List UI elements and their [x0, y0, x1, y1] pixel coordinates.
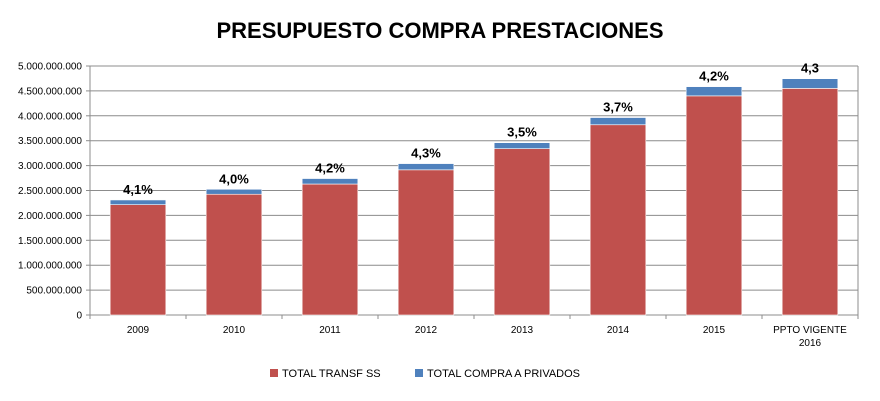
data-label: 4,3: [801, 61, 819, 76]
x-tick-label: 2011: [319, 325, 341, 336]
bar-compra-privados: [301, 178, 359, 185]
y-tick-label: 2.500.000.000: [18, 186, 82, 197]
bar-compra-privados: [685, 86, 743, 97]
legend-entry: TOTAL TRANSF SS: [282, 368, 381, 380]
bar-compra-privados: [205, 188, 263, 195]
data-label: 4,1%: [123, 182, 153, 197]
bar-transf-ss: [301, 183, 359, 316]
x-tick-label: PPTO VIGENTE: [773, 325, 847, 336]
data-label: 4,0%: [219, 171, 249, 186]
y-tick-label: 1.500.000.000: [18, 236, 82, 247]
x-tick-label: 2012: [415, 325, 438, 336]
bar-transf-ss: [205, 193, 263, 316]
bar-transf-ss: [493, 148, 551, 316]
y-tick-label: 0: [76, 311, 82, 322]
bar-compra-privados: [781, 78, 839, 89]
y-tick-label: 3.000.000.000: [18, 161, 82, 172]
bar-compra-privados: [109, 199, 167, 205]
y-tick-label: 3.500.000.000: [18, 136, 82, 147]
bar-transf-ss: [109, 204, 167, 316]
gridlines: [90, 65, 858, 316]
bar-compra-privados: [493, 142, 551, 149]
x-tick-label: 2010: [223, 325, 246, 336]
bar-compra-privados: [589, 117, 647, 126]
data-label: 4,2%: [315, 161, 345, 176]
data-label: 4,2%: [699, 69, 729, 84]
data-label: 4,3%: [411, 146, 441, 161]
x-tick-labels: 2009 2010 2011 2012 2013 2014 2015 PPTO VIGENTE…: [127, 325, 847, 349]
data-labels: 4,1% 4,0% 4,2% 4,3% 3,5% 3,7% 4,2% 4,3: [123, 61, 819, 197]
legend-swatch: [270, 369, 278, 377]
x-tick-label: 2015: [703, 325, 726, 336]
x-tick-label: 2013: [511, 325, 534, 336]
y-tick-label: 2.000.000.000: [18, 211, 82, 222]
data-label: 3,7%: [603, 100, 633, 115]
y-tick-labels: 0 500.000.000 1.000.000.000 1.500.000.000 2.…: [18, 62, 82, 322]
data-label: 3,5%: [507, 125, 537, 140]
bar-transf-ss: [397, 169, 455, 316]
x-tick-label: 2014: [607, 325, 630, 336]
bar-transf-ss: [589, 124, 647, 316]
bar-transf-ss: [685, 95, 743, 316]
legend-swatch: [415, 369, 423, 377]
y-tick-label: 5.000.000.000: [18, 62, 82, 73]
bar-transf-ss: [781, 88, 839, 316]
legend-entry: TOTAL COMPRA A PRIVADOS: [427, 368, 580, 380]
y-tick-label: 4.500.000.000: [18, 86, 82, 97]
y-tick-label: 4.000.000.000: [18, 111, 82, 122]
bars: [109, 78, 839, 316]
bar-compra-privados: [397, 163, 455, 171]
chart-title: PRESUPUESTO COMPRA PRESTACIONES: [216, 18, 664, 43]
x-tick-label: 2009: [127, 325, 150, 336]
axes: [86, 65, 859, 319]
legend: TOTAL TRANSF SS TOTAL COMPRA A PRIVADOS: [270, 368, 580, 380]
y-tick-label: 500.000.000: [26, 286, 82, 297]
y-tick-label: 1.000.000.000: [18, 261, 82, 272]
x-tick-label: 2016: [799, 338, 822, 349]
